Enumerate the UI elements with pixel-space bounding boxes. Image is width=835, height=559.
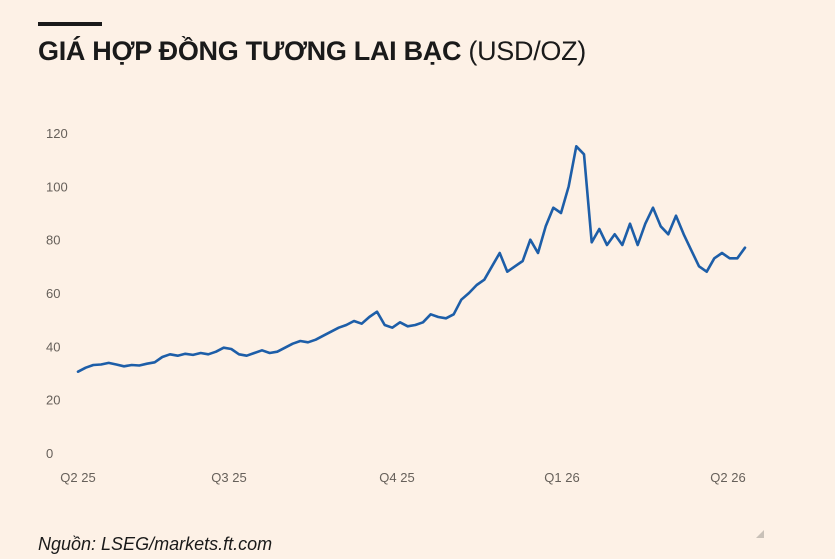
x-tick-label: Q4 25: [379, 470, 414, 485]
x-tick-label: Q2 25: [60, 470, 95, 485]
y-tick-label: 0: [46, 446, 53, 461]
y-tick-label: 60: [46, 286, 60, 301]
x-axis-ticks: Q2 25 Q3 25 Q4 25 Q1 26 Q2 26: [60, 470, 745, 485]
resize-corner-icon: [756, 530, 764, 538]
series-points: [78, 146, 745, 371]
y-axis-ticks: 0 20 40 60 80 100 120: [46, 126, 68, 461]
y-tick-label: 120: [46, 126, 68, 141]
y-tick-label: 40: [46, 339, 60, 354]
title-rule: [38, 22, 102, 26]
source-note: Nguồn: LSEG/markets.ft.com: [38, 534, 273, 554]
chart-title: GIÁ HỢP ĐỒNG TƯƠNG LAI BẠC (USD/OZ): [38, 36, 586, 67]
chart-title-main: GIÁ HỢP ĐỒNG TƯƠNG LAI BẠC: [38, 36, 462, 66]
y-tick-label: 80: [46, 233, 60, 248]
series-line-silver-price: [76, 145, 747, 373]
x-tick-label: Q2 26: [710, 470, 745, 485]
chart-title-unit: (USD/OZ): [468, 36, 586, 66]
x-tick-label: Q1 26: [544, 470, 579, 485]
y-tick-label: 20: [46, 393, 60, 408]
y-tick-label: 100: [46, 179, 68, 194]
x-tick-label: Q3 25: [211, 470, 246, 485]
